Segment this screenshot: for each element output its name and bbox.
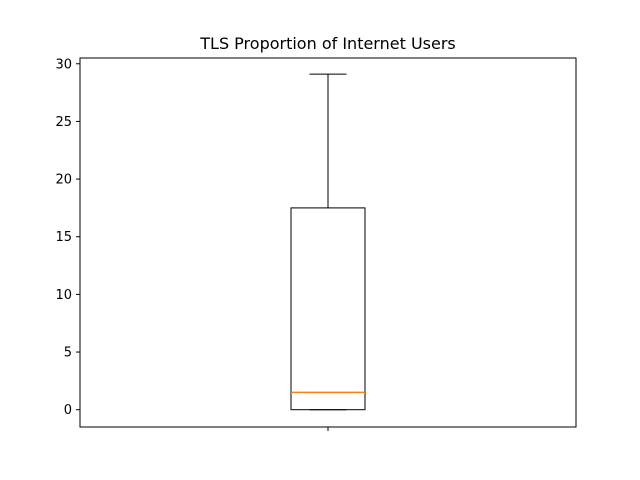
y-tick-label: 20 (55, 173, 72, 188)
box-iqr (290, 207, 366, 411)
y-tick-label: 10 (55, 288, 72, 303)
y-tick-label: 0 (64, 403, 72, 418)
y-tick-label: 25 (55, 115, 72, 130)
box-plot (290, 73, 366, 411)
y-tick-label: 5 (64, 346, 72, 361)
y-tick-label: 30 (55, 57, 72, 72)
chart-title: TLS Proportion of Internet Users (199, 34, 456, 53)
y-axis: 0 5 10 15 20 25 30 (55, 57, 80, 418)
y-tick-label: 15 (55, 230, 72, 245)
